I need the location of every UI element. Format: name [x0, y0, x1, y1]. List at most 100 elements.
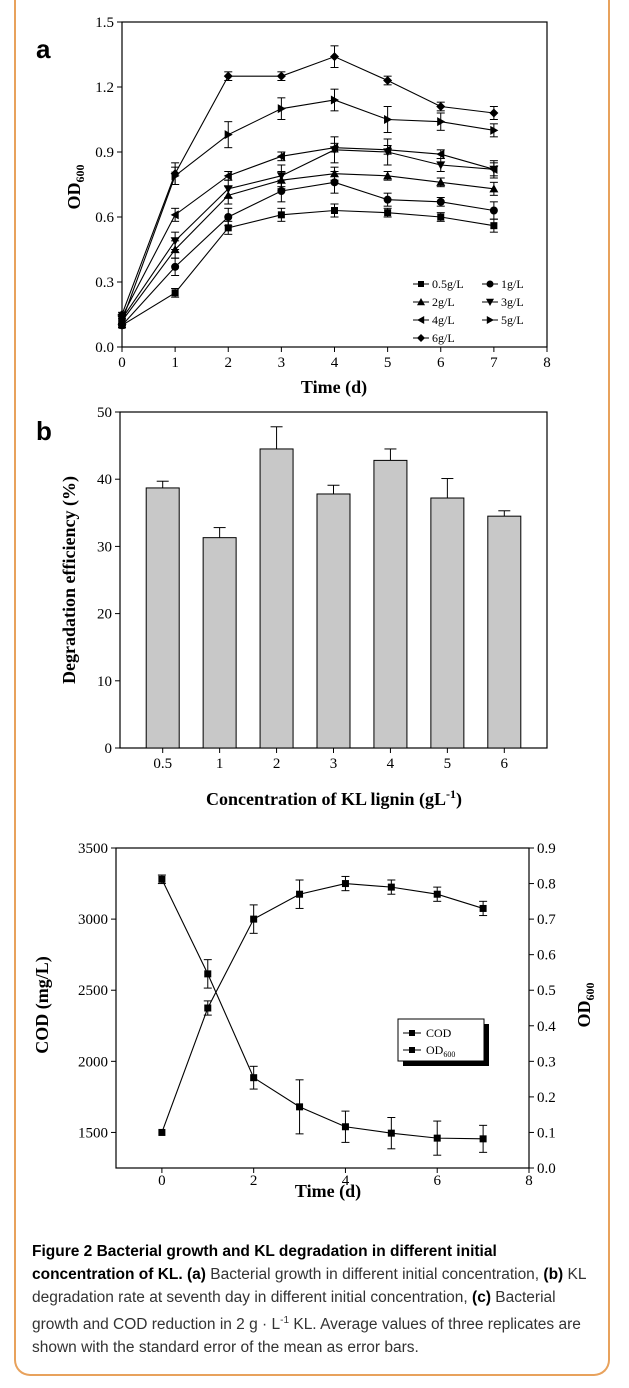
panel-c-legend-marker [409, 1047, 415, 1053]
caption-text-c: Bacterial growth and COD reduction in 2 … [32, 1289, 556, 1334]
panel-a-data-point [383, 195, 392, 204]
figure-canvas: a 0 1 2 3 4 5 6 7 80.00.30.60.91.21.5 Time (d) O… [32, 15, 597, 1202]
panel-a-series-line [121, 147, 495, 317]
panel-c-x-tick-label: 0 [158, 1173, 166, 1189]
panel-a-y-tick-label: 1.2 [95, 80, 114, 96]
panel-a-series-line [121, 181, 494, 326]
panel-c-legend-label: COD [426, 1026, 452, 1040]
panel-c-right-y-tick-label: 0.9 [537, 841, 556, 857]
figure-caption: Figure 2 Bacterial growth and KL degrada… [32, 1240, 594, 1359]
panel-a-series-line [121, 99, 494, 322]
panel-b-x-tick-label: 6 [501, 756, 509, 772]
panel-b-y-tick-label: 0 [105, 741, 113, 757]
panel-c-data-point [204, 970, 212, 978]
panel-b-y-tick-label: 10 [97, 674, 112, 690]
panel-b-y-axis-label: Degradation efficiency (%) [59, 476, 80, 684]
panel-a-legend-label: 4g/L [432, 313, 455, 327]
panel-a-data-point [118, 316, 127, 326]
panel-a-x-axis-label: Time (d) [301, 377, 367, 398]
panel-a-data-point [436, 149, 445, 159]
panel-a-legend-marker [486, 280, 494, 288]
panel-a-data-point [330, 169, 339, 178]
panel-a-data-point [170, 169, 180, 179]
caption-text-c-sup: -1 [280, 1315, 290, 1326]
panel-a-data-point [490, 222, 498, 230]
panel-a-data-point [331, 207, 338, 214]
panel-c-right-y-axis-label: OD600 [574, 983, 597, 1028]
panel-b-y-tick-label: 30 [97, 539, 112, 555]
panel-a-x-tick-label: 6 [437, 355, 445, 371]
panel-c-data-point [204, 1004, 212, 1012]
panel-a-data-point [277, 211, 285, 219]
caption-text-b: KL degradation rate at seventh day in di… [32, 1266, 586, 1306]
caption-label-c: (c) [472, 1289, 491, 1306]
panel-c-right-y-tick-label: 0.1 [537, 1125, 556, 1141]
panel-a-data-point [171, 289, 179, 297]
panel-c-data-point [158, 1128, 166, 1136]
panel-b-bar [145, 487, 180, 749]
panel-a-legend-label: 3g/L [501, 295, 524, 309]
panel-c-data-point [158, 875, 166, 883]
figure-frame [14, 0, 610, 1376]
panel-a-data-point [489, 164, 498, 174]
panel-c-right-y-tick-label: 0.3 [537, 1054, 556, 1070]
panel-b-x-tick-label: 4 [387, 756, 395, 772]
panel-a-data-point [330, 95, 339, 105]
panel-a-data-point [489, 108, 499, 118]
panel-c: 0 2 4 6 8 1500 2000 2500 3000 3500 0.0 0.1 0.2 0.3 0.4… [32, 841, 597, 1202]
panel-b-y-tick-label: 40 [97, 472, 112, 488]
panel-a-data-point [330, 143, 339, 153]
panel-a-y-axis-label: OD600 [64, 165, 87, 210]
panel-b-bar [487, 515, 522, 749]
panel-a-data-point [170, 237, 180, 246]
panel-a-data-point [223, 71, 233, 81]
panel-b-x-tick-label: 1 [216, 756, 224, 772]
caption-label-a: (a) [187, 1266, 206, 1283]
panel-a-data-point [170, 210, 179, 220]
panel-c-right-y-tick-label: 0.8 [537, 877, 556, 893]
panel-a-x-tick-label: 8 [543, 355, 551, 371]
panel-a-data-point [383, 171, 393, 180]
panel-a-x-tick-label: 7 [490, 355, 498, 371]
panel-c-data-point [250, 915, 258, 923]
panel-a-legend-label: 0.5g/L [432, 277, 464, 291]
panel-a-data-point [224, 224, 232, 232]
panel-c-right-y-tick-label: 0.2 [537, 1090, 556, 1106]
panel-c-left-y-axis-label: COD (mg/L) [32, 956, 53, 1054]
panel-b-bar [259, 448, 294, 749]
panel-b-letter: b [36, 416, 52, 446]
panel-a-data-point [437, 117, 446, 127]
panel-a-legend-label: 5g/L [501, 313, 524, 327]
panel-a-legend: 0.5g/L 1g/L 2g/L 3g/L 4g/L 5g/L 6g/L [413, 277, 524, 345]
panel-a-data-point [223, 171, 232, 181]
panel-a-x-tick-label: 1 [171, 355, 179, 371]
panel-a-data-point [436, 177, 446, 186]
panel-a-data-point [384, 209, 392, 217]
panel-a-data-point [383, 76, 393, 85]
panel-c-data-point [341, 880, 349, 888]
panel-a-data-point [117, 310, 127, 319]
panel-b-x-tick-label: 2 [273, 756, 281, 772]
caption-title: Figure 2 Bacterial growth and KL degrada… [32, 1243, 497, 1283]
panel-c-data-point [341, 1123, 349, 1131]
panel-a-data-point [276, 172, 286, 181]
panel-a-letter: a [36, 34, 51, 64]
panel-c-data-point [387, 883, 395, 891]
panel-c-series-line [161, 883, 484, 1133]
panel-b-x-tick-label: 3 [330, 756, 338, 772]
panel-b-bar [430, 497, 465, 749]
panel-a-data-point [224, 213, 233, 221]
panel-a-y-tick-label: 0.6 [95, 210, 114, 226]
panel-c-left-y-tick-label: 1500 [78, 1125, 108, 1141]
panel-c-data-point [433, 1134, 441, 1142]
panel-c-data-point [433, 890, 441, 898]
panel-b-bar [316, 493, 351, 749]
panel-a-y-tick-label: 0.9 [95, 145, 114, 161]
panel-a-x-tick-label: 3 [278, 355, 286, 371]
panel-a-legend-marker [417, 316, 425, 324]
panel-a-legend-marker [418, 281, 424, 287]
panel-b-x-tick-label: 5 [444, 756, 452, 772]
caption-text-a: Bacterial growth in different initial co… [205, 1266, 544, 1283]
panel-a-data-point [489, 184, 499, 193]
panel-b-y-tick-label: 20 [97, 607, 112, 623]
